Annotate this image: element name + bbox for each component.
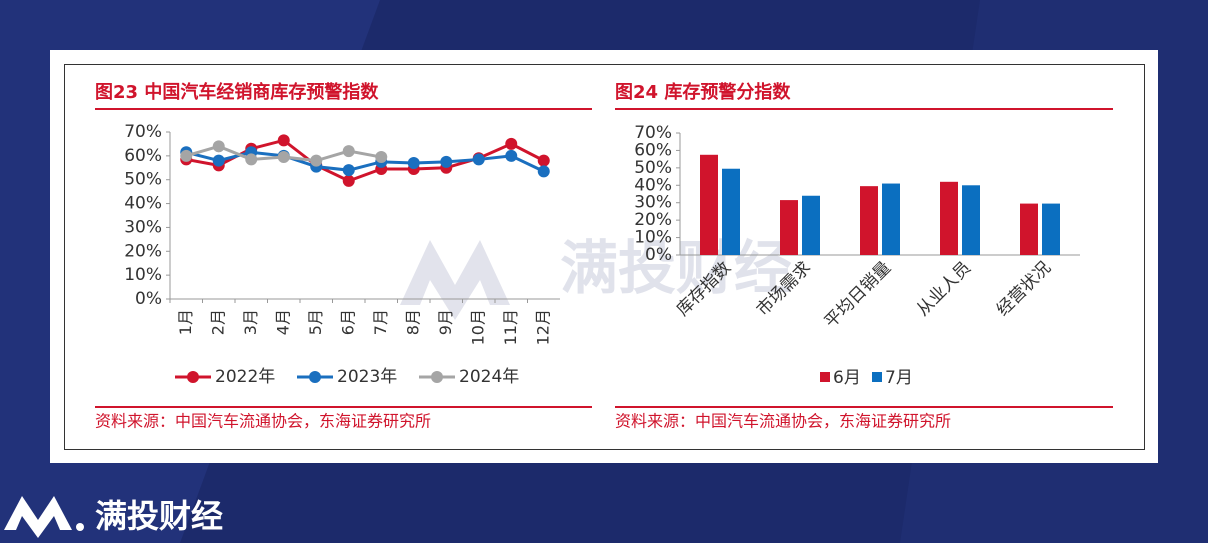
point [505, 137, 518, 150]
y-tick-label: 70% [124, 122, 162, 142]
y-tick-label: 50% [634, 158, 672, 178]
brand-text: 满投财经 [95, 497, 223, 535]
watermark-logo [400, 240, 510, 320]
watermark-text: 满投财经 [560, 234, 792, 302]
bar [962, 185, 980, 255]
x-tick-label: 3月 [241, 309, 260, 335]
x-tick-label: 8月 [403, 309, 422, 335]
point [407, 157, 420, 170]
x-tick-label: 7月 [371, 309, 390, 335]
point [537, 165, 550, 178]
y-tick-label: 60% [124, 146, 162, 166]
point [375, 151, 388, 164]
y-tick-label: 50% [124, 170, 162, 190]
brand-dot [76, 523, 84, 531]
point [342, 145, 355, 158]
x-tick-label: 6月 [338, 309, 357, 335]
y-tick-label: 0% [645, 245, 672, 265]
x-tick-label: 5月 [306, 309, 325, 335]
legend-marker [309, 371, 321, 383]
y-tick-label: 10% [634, 228, 672, 248]
y-tick-label: 20% [634, 210, 672, 230]
bar [860, 186, 878, 255]
point [212, 154, 225, 167]
bar [802, 195, 820, 255]
y-tick-label: 40% [124, 194, 162, 214]
legend-marker [431, 371, 443, 383]
point [537, 154, 550, 167]
x-tick-label: 12月 [533, 309, 552, 345]
panel [50, 50, 1158, 463]
y-tick-label: 60% [634, 140, 672, 160]
x-tick-label: 9月 [436, 309, 455, 335]
point [440, 155, 453, 168]
point [342, 164, 355, 177]
legend-label: 2022年 [215, 367, 275, 387]
point [277, 134, 290, 147]
y-tick-label: 70% [634, 123, 672, 143]
legend-label: 2023年 [337, 367, 397, 387]
point [505, 149, 518, 162]
point [342, 174, 355, 187]
x-tick-label: 11月 [501, 309, 520, 345]
panel-border [64, 64, 1145, 450]
legend-label: 6月 [833, 368, 861, 388]
bar [882, 183, 900, 255]
y-tick-label: 40% [634, 175, 672, 195]
bar [722, 168, 740, 255]
y-tick-label: 20% [124, 241, 162, 261]
x-tick-label: 10月 [468, 309, 487, 345]
bar [940, 181, 958, 255]
source: 资料来源：中国汽车流通协会，东海证券研究所 [615, 412, 951, 431]
brand-logo [4, 496, 72, 538]
legend-label: 2024年 [459, 367, 519, 387]
point [180, 149, 193, 162]
legend-swatch [820, 372, 830, 382]
legend-label: 7月 [885, 368, 913, 388]
chart-title: 图24 库存预警分指数 [615, 81, 791, 103]
point [245, 153, 258, 166]
point [472, 153, 485, 166]
y-tick-label: 0% [135, 289, 162, 309]
legend-swatch [872, 372, 882, 382]
source: 资料来源：中国汽车流通协会，东海证券研究所 [95, 412, 431, 431]
bar [1042, 203, 1060, 255]
x-tick-label: 4月 [273, 309, 292, 335]
watermark: 满投财经 [400, 234, 792, 320]
point [310, 154, 323, 167]
y-tick-label: 30% [124, 217, 162, 237]
y-tick-label: 10% [124, 265, 162, 285]
point [212, 140, 225, 153]
bar [700, 154, 718, 255]
x-tick-label: 2月 [208, 309, 227, 335]
chart-title: 图23 中国汽车经销商库存预警指数 [95, 81, 379, 103]
legend-marker [187, 371, 199, 383]
x-tick-label: 1月 [176, 309, 195, 335]
bar [780, 200, 798, 255]
bar [1020, 203, 1038, 255]
y-tick-label: 30% [634, 193, 672, 213]
point [277, 151, 290, 164]
